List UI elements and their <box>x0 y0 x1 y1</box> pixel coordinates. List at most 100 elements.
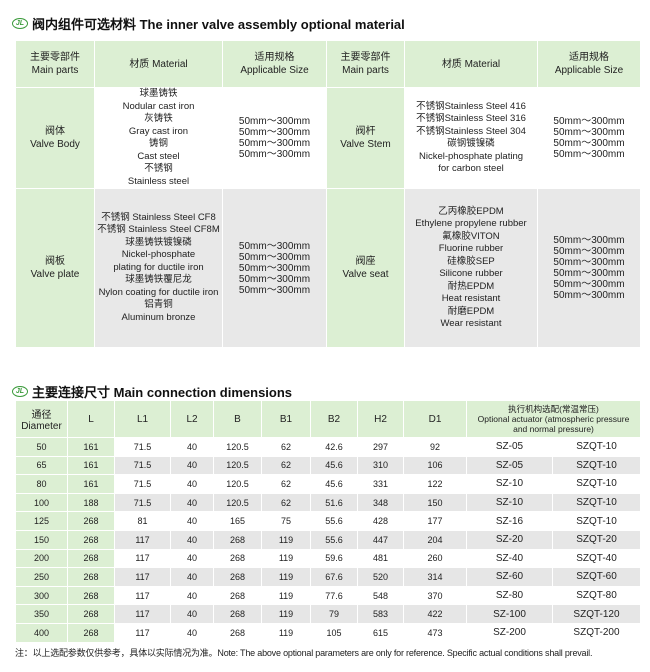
table-cell: 204 <box>403 529 467 550</box>
column-header: B2 <box>310 400 358 438</box>
table-cell: 120.5 <box>213 455 262 476</box>
table-cell: 40 <box>170 474 214 494</box>
column-header: L2 <box>170 400 214 438</box>
table-cell: 71.5 <box>114 437 171 457</box>
part-en: Valve seat <box>342 269 389 280</box>
table-cell: 119 <box>261 622 311 643</box>
material-item: 耐磨EPDM <box>447 305 495 317</box>
size-item: 50mm～300mm <box>553 246 625 257</box>
table-cell: SZ-10 <box>466 492 553 513</box>
size-list: 50mm～300mm 50mm～300mm 50mm～300mm 50mm～300mm <box>537 87 641 189</box>
table-cell: 55.6 <box>310 529 358 550</box>
size-item: 50mm～300mm <box>553 235 625 246</box>
table-row: 80 161 71.5 40 120.5 62 45.6 331 122 SZ-10 SZQT-10 <box>15 474 641 494</box>
material-item: Aluminum bronze <box>121 311 196 323</box>
material-item: Nickel-phosphate plating <box>418 150 524 162</box>
main-part: 阀体 Valve Body <box>15 87 95 189</box>
table-cell: SZQT-40 <box>552 548 641 569</box>
column-header: 适用规格 Applicable Size <box>537 40 641 88</box>
table-cell: 71.5 <box>114 455 171 476</box>
header-cn: 主要零部件 <box>30 52 80 63</box>
table-cell: 67.6 <box>310 567 358 587</box>
material-item: Nylon coating for ductile iron <box>98 286 219 298</box>
column-header: L <box>67 400 115 438</box>
table-cell: SZQT-10 <box>552 474 641 494</box>
size-list: 50mm～300mm 50mm～300mm 50mm～300mm 50mm～300mm… <box>222 188 327 348</box>
table-cell: 117 <box>114 567 171 587</box>
material-item: 硅橡胶SEP <box>447 255 495 267</box>
part-cn: 阀座 <box>355 256 376 267</box>
table-cell: 250 <box>15 567 68 587</box>
table-cell: 314 <box>403 567 467 587</box>
table-cell: 268 <box>67 511 115 531</box>
table-cell: 40 <box>170 548 214 569</box>
size-item: 50mm～300mm <box>553 149 625 160</box>
table-cell: 310 <box>357 455 404 476</box>
column-header: B1 <box>261 400 311 438</box>
header-en: Applicable Size <box>554 65 624 76</box>
table-cell: 428 <box>357 511 404 531</box>
material-item: Silicone rubber <box>439 268 503 279</box>
table-cell: 120.5 <box>213 437 262 457</box>
table-cell: SZ-20 <box>466 529 553 550</box>
material-list: 不锈钢 Stainless Steel CF8 不锈钢 Stainless Ste… <box>94 188 223 348</box>
size-item: 50mm～300mm <box>238 262 311 274</box>
material-list: 球墨铸铁 Nodular cast iron 灰铸铁 Gray cast iron 铸钢… <box>94 87 223 189</box>
table-cell: 71.5 <box>114 474 171 494</box>
table-cell: SZQT-10 <box>552 511 641 531</box>
material-item: 灰铸铁 <box>144 113 173 124</box>
table-cell: 62 <box>261 455 311 476</box>
material-item: 耐热EPDM <box>447 280 495 292</box>
material-list: 乙丙橡胶EPDM Ethylene propylene rubber 氟橡胶VITO… <box>404 188 538 348</box>
section-title-dimensions: JL 主要连接尺寸 Main connection dimensions <box>12 382 292 401</box>
material-item: 球墨铸铁覆尼龙 <box>125 274 192 286</box>
material-item: 不锈钢 Stainless Steel CF8M <box>97 224 220 236</box>
column-header: 材质 Material <box>404 40 538 88</box>
table-cell: 161 <box>67 474 115 494</box>
material-item: Heat resistant <box>441 293 501 304</box>
table-cell: 473 <box>403 622 467 643</box>
table-cell: SZ-05 <box>466 437 553 457</box>
table-cell: 268 <box>213 567 262 587</box>
brand-logo-icon: JL <box>12 386 28 397</box>
size-item: 50mm～300mm <box>238 284 311 296</box>
table-cell: 122 <box>403 474 467 494</box>
material-item: Nickel-phosphate <box>121 249 196 261</box>
part-en: Valve Stem <box>340 139 391 150</box>
table-row: 阀体 Valve Body 球墨铸铁 Nodular cast iron 灰铸铁 Gray… <box>15 87 641 189</box>
table-cell: SZ-60 <box>466 567 553 587</box>
table-cell: 71.5 <box>114 492 171 513</box>
header-line: Optional actuator (atmospheric pressure <box>477 414 630 424</box>
table-cell: 40 <box>170 492 214 513</box>
column-header: 主要零部件 Main parts <box>326 40 405 88</box>
size-item: 50mm～300mm <box>238 240 311 252</box>
table-cell: 117 <box>114 604 171 624</box>
table-cell: 447 <box>357 529 404 550</box>
column-header: D1 <box>403 400 467 438</box>
material-item: Fluorine rubber <box>438 243 504 254</box>
header-actuator: 执行机构选配(常温常压) Optional actuator (atmospher… <box>466 400 641 438</box>
table-cell: 268 <box>67 529 115 550</box>
table-cell: 268 <box>213 548 262 569</box>
table-cell: 165 <box>213 511 262 531</box>
table-cell: 117 <box>114 548 171 569</box>
table-cell: 583 <box>357 604 404 624</box>
table-cell: 79 <box>310 604 358 624</box>
table-cell: 125 <box>15 511 68 531</box>
table-cell: 177 <box>403 511 467 531</box>
table-cell: 548 <box>357 585 404 606</box>
table-cell: 65 <box>15 455 68 476</box>
column-header: H2 <box>357 400 404 438</box>
material-item: plating for ductile iron <box>113 261 204 273</box>
table-cell: 62 <box>261 474 311 494</box>
header-en: Main parts <box>342 65 389 76</box>
dimensions-table: 通径 Diameter L L1 L2 B B1 B2 H2 D1 执行机构选配(常温常压) Opti… <box>15 400 641 643</box>
column-header: B <box>213 400 262 438</box>
table-cell: 40 <box>170 604 214 624</box>
table-cell: 268 <box>213 622 262 643</box>
table-cell: 161 <box>67 455 115 476</box>
material-item: Cast steel <box>137 150 180 162</box>
table-cell: 40 <box>170 529 214 550</box>
table-cell: SZQT-10 <box>552 455 641 476</box>
table-row: 50 161 71.5 40 120.5 62 42.6 297 92 SZ-05 SZQT-10 <box>15 437 641 457</box>
